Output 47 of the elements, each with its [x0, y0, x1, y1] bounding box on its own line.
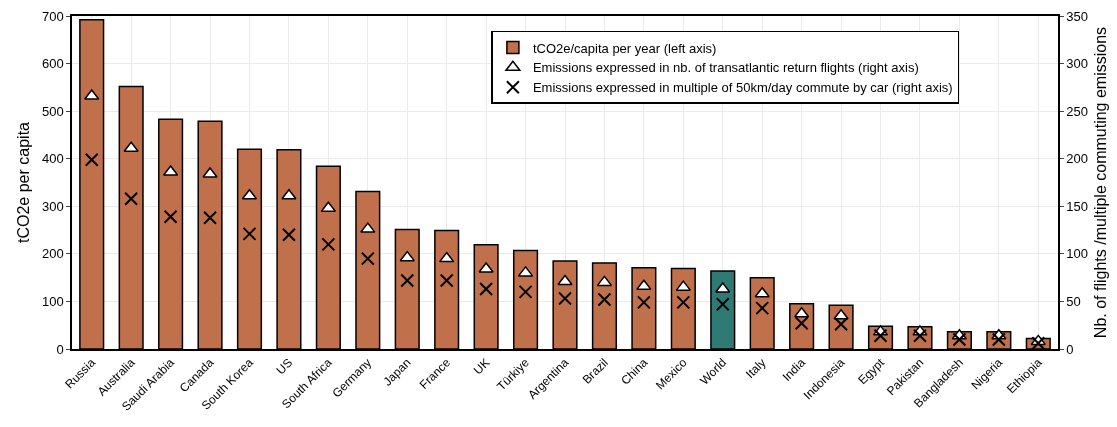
legend-label: Emissions expressed in multiple of 50km/day commute by car (right axis) — [532, 80, 953, 96]
point — [399, 250, 415, 262]
point — [124, 191, 139, 206]
y-tick-label: 600 — [41, 56, 64, 72]
point — [439, 251, 455, 263]
x-tick-label: US — [273, 355, 296, 378]
point — [163, 209, 178, 224]
point — [439, 273, 454, 288]
point — [281, 227, 296, 242]
point — [518, 284, 533, 299]
y2-tick-label: 100 — [1066, 246, 1089, 262]
point — [1031, 336, 1046, 351]
point — [321, 237, 336, 252]
point — [242, 226, 257, 241]
y-tick-label: 700 — [41, 8, 64, 24]
point — [596, 275, 613, 287]
point — [597, 292, 612, 307]
point — [400, 273, 415, 288]
y2-axis-title: Nb. of flights /multiple commuting emissions — [1092, 26, 1110, 339]
point — [636, 295, 651, 310]
point — [84, 152, 99, 167]
y2-tick-label: 350 — [1066, 8, 1089, 24]
point — [558, 291, 572, 306]
y2-tick-label: 250 — [1066, 103, 1089, 119]
y-tick-label: 500 — [41, 103, 64, 119]
point — [479, 282, 494, 297]
point — [557, 274, 573, 286]
legend-label: Emissions expressed in nb. of transatlantic return flights (right axis) — [532, 60, 919, 76]
y2-tick-label: 0 — [1066, 341, 1074, 357]
point — [755, 301, 770, 316]
x-tick-label: UK — [470, 355, 493, 378]
point — [676, 295, 691, 310]
y2-tick-label: 150 — [1066, 198, 1089, 214]
y-tick-label: 300 — [41, 198, 64, 214]
y2-tick-label: 200 — [1066, 151, 1089, 167]
y2-tick-label: 300 — [1066, 56, 1089, 72]
y-axis-title: tCO2e per capita — [15, 121, 33, 243]
y-tick-label: 100 — [41, 293, 64, 309]
y-tick-label: 0 — [56, 341, 64, 357]
y-tick-label: 200 — [41, 246, 64, 262]
legend-label: tCO2e/capita per year (left axis) — [532, 40, 717, 56]
point — [715, 297, 730, 312]
point — [203, 210, 218, 225]
y2-tick-label: 50 — [1066, 293, 1081, 309]
y-tick-label: 400 — [41, 151, 64, 167]
x-tick-label: Italy — [743, 355, 769, 382]
point — [360, 251, 375, 266]
